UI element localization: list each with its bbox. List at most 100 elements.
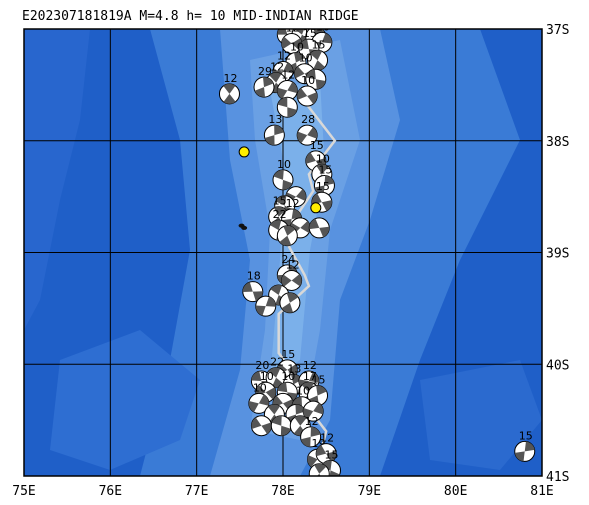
beachball-compression-quadrant (251, 371, 262, 382)
beachball-compression-quadrant (282, 179, 293, 190)
event-depth-label: 13 (287, 362, 301, 375)
beachball-compression-quadrant (321, 33, 332, 44)
focal-mechanism[interactable] (276, 96, 298, 118)
beachball-compression-quadrant (294, 52, 305, 63)
beachball-compression-quadrant (329, 470, 340, 476)
beachball-compression-quadrant (270, 220, 282, 231)
focal-mechanism[interactable]: 10 (272, 158, 294, 191)
event-depth-label: 12 (320, 432, 334, 445)
beachball-compression-quadrant (316, 164, 329, 175)
beachball-compression-quadrant (279, 235, 292, 246)
beachball-compression-quadrant (291, 274, 302, 287)
focal-mechanism[interactable] (255, 295, 277, 317)
event-depth-label: 12 (277, 49, 291, 62)
latitude-label: 40S (546, 358, 569, 373)
longitude-label: 79E (358, 484, 381, 499)
event-depth-label: 15 (310, 139, 324, 152)
focal-mechanism[interactable]: 15 (514, 429, 536, 462)
focal-mechanism[interactable]: 28 (296, 113, 318, 146)
beachball-compression-quadrant (287, 364, 298, 377)
island (241, 225, 248, 230)
focal-mechanism[interactable]: 12 (276, 68, 298, 101)
focal-mechanism[interactable]: 10 (248, 381, 270, 414)
beachball-compression-quadrant (270, 284, 283, 295)
beachball-compression-quadrant (305, 152, 316, 164)
event-depth-label: 22 (270, 356, 284, 369)
event-depth-label: 15 (318, 163, 332, 176)
beachball-compression-quadrant (271, 415, 282, 426)
focal-mechanism[interactable] (270, 415, 292, 437)
beachball-compression-quadrant (297, 131, 308, 144)
event-depth-label: 17 (303, 370, 317, 383)
event-depth-label: 12 (281, 68, 295, 81)
focal-mechanism[interactable]: 13 (263, 113, 285, 146)
event-depth-label: 12 (286, 197, 300, 210)
beachball-compression-quadrant (265, 296, 276, 307)
beachball-compression-quadrant (283, 225, 296, 236)
focal-mechanism[interactable] (305, 68, 327, 90)
focal-mechanism[interactable] (308, 463, 330, 484)
focal-mechanism[interactable] (250, 415, 272, 437)
islands (238, 223, 248, 230)
event-depth-label: 10 (290, 41, 304, 54)
beachball-compression-quadrant (281, 274, 292, 287)
event-depth-label: 22 (273, 208, 287, 221)
beachball-compression-quadrant (321, 460, 332, 471)
focal-mechanism[interactable] (276, 225, 298, 247)
beachball-compression-quadrant (524, 441, 535, 452)
focal-mechanism[interactable]: 12 (300, 415, 322, 448)
focal-mechanism[interactable] (308, 217, 330, 239)
beachball-compression-quadrant (261, 422, 272, 434)
beachball-compression-quadrant (264, 135, 275, 146)
event-depth-label: 10 (260, 370, 274, 383)
beachball-compression-quadrant (277, 382, 288, 393)
beachball-compression-quadrant (314, 463, 327, 474)
event-depth-label: 12 (223, 72, 237, 85)
beachball-compression-quadrant (514, 451, 525, 462)
focal-mechanism[interactable]: 12 (315, 432, 337, 465)
event-depth-label: 29 (258, 65, 272, 78)
beachball-compression-quadrant (319, 226, 330, 238)
beachball-compression-quadrant (291, 209, 302, 219)
event-depth-label: 12 (305, 415, 319, 428)
beachball-compression-quadrant (321, 200, 332, 212)
beachball-compression-quadrant (308, 371, 319, 383)
beachball-compression-quadrant (301, 382, 314, 393)
focal-mechanism[interactable]: 12 (218, 72, 240, 105)
beachball-compression-quadrant (298, 39, 309, 50)
beachball-compression-quadrant (305, 69, 316, 80)
beachball-compression-quadrant (300, 436, 311, 447)
latitude-label: 38S (546, 135, 569, 150)
focal-mechanism[interactable]: 29 (253, 65, 275, 98)
beachball-compression-quadrant (310, 426, 321, 437)
epicenter-markers (238, 146, 322, 214)
beachball-compression-quadrant (307, 127, 318, 139)
event-depth-label: 12 (286, 258, 300, 271)
focal-mechanism[interactable]: 15 (311, 180, 333, 213)
focal-mechanism[interactable] (279, 292, 301, 314)
beachball-compression-quadrant (258, 394, 269, 406)
beachball-compression-quadrant (277, 97, 288, 108)
beachball-compression-quadrant (274, 125, 284, 136)
beachball-compression-quadrant (303, 408, 314, 420)
beachball-compression-quadrant (267, 404, 281, 415)
beachball-compression-quadrant (251, 417, 262, 429)
beachball-compression-quadrant (223, 93, 236, 104)
event-depth-label: 12 (303, 359, 317, 372)
focal-mechanism[interactable]: 10 (296, 74, 318, 107)
focal-mechanism[interactable]: 18 (242, 270, 264, 303)
focal-mechanism[interactable] (302, 400, 324, 422)
beachball-compression-quadrant (294, 66, 305, 79)
focal-mechanism[interactable]: 12 (281, 258, 303, 291)
beachball-compression-quadrant (316, 385, 327, 396)
beachball-compression-quadrant (255, 305, 266, 316)
beachball-compression-quadrant (275, 195, 287, 206)
beachball-compression-quadrant (252, 291, 263, 302)
beachball-compression-quadrant (286, 292, 299, 303)
event-depth-label: 10 (301, 74, 315, 87)
beachball-compression-quadrant (265, 387, 276, 400)
beachball-compression-quadrant (294, 29, 305, 35)
beachball-compression-quadrant (307, 92, 318, 104)
focal-mechanism[interactable]: 10 (255, 370, 277, 403)
beachball-compression-quadrant (262, 77, 274, 88)
